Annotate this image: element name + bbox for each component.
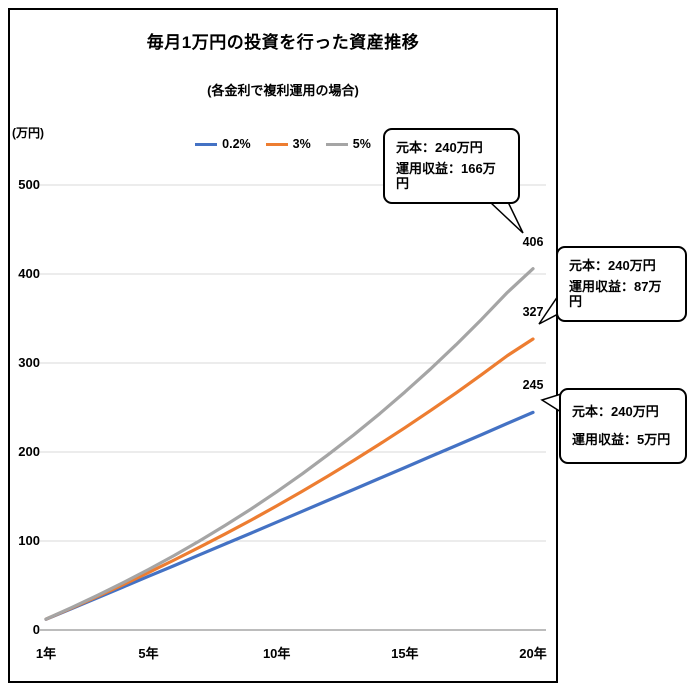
callout-profit-text: 運用収益：166万円 [396, 160, 496, 192]
callout-principal-text: 元本：240万円 [572, 404, 659, 420]
callout-3-percent: 元本：240万円 運用収益：87万円 [556, 246, 687, 322]
callout-tail [488, 201, 524, 234]
chart-outer-border [8, 8, 558, 683]
callout-profit-text: 運用収益：87万円 [569, 278, 662, 310]
callout-principal-text: 元本：240万円 [396, 140, 483, 156]
callout-principal-text: 元本：240万円 [569, 258, 656, 274]
callout-0-2-percent: 元本：240万円 運用収益：5万円 [559, 388, 687, 464]
callout-profit-text: 運用収益：5万円 [572, 432, 671, 448]
series-line-3% [44, 337, 535, 621]
series-line-0.2% [44, 410, 535, 621]
series-line-5% [44, 267, 535, 621]
callout-5-percent: 元本：240万円 運用収益：166万円 [383, 128, 520, 204]
